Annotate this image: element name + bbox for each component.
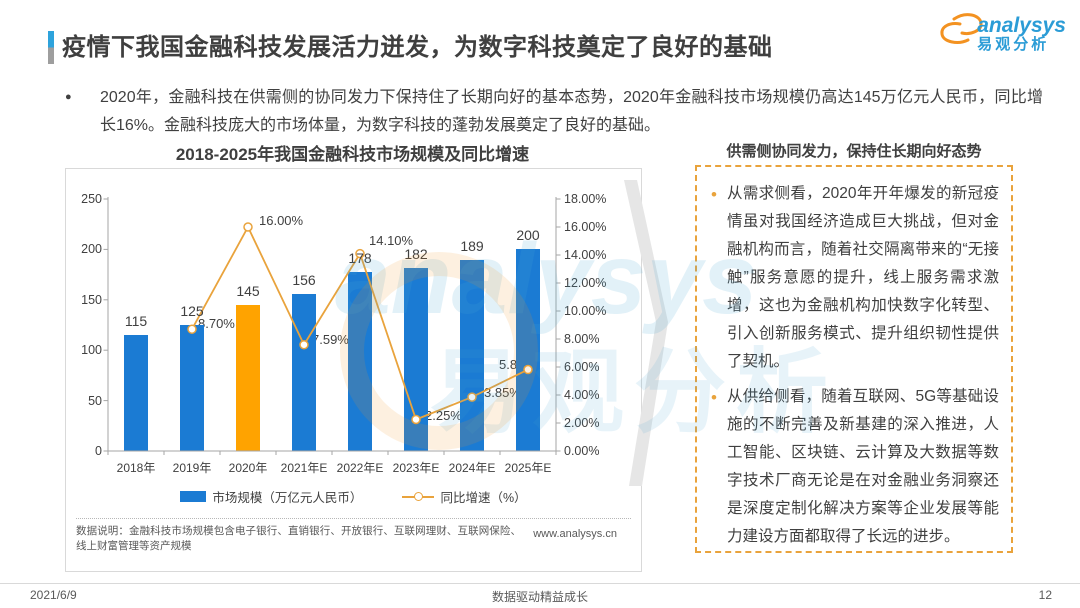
logo-chinese-name: 易观分析 xyxy=(977,36,1050,53)
title-accent-bar xyxy=(48,31,54,64)
side-panel-bullet-supply: • 从供给侧看，随着互联网、5G等基础设施的不断完善及新基建的深入推进，人工智能… xyxy=(705,383,999,551)
bar-value-label: 145 xyxy=(236,282,260,299)
analysys-logo: analysys 易观分析 xyxy=(939,10,1066,54)
side-panel-bullet-text: 从需求侧看，2020年开年爆发的新冠疫情虽对我国经济造成巨大挑战，但对金融机构而… xyxy=(727,185,999,370)
bar-value-label: 156 xyxy=(292,271,316,288)
bar-2020年 xyxy=(236,304,260,451)
right-axis-tick-label: 18.00% xyxy=(564,192,607,206)
x-axis-category-label: 2021年E xyxy=(280,461,328,475)
right-axis-tick-label: 4.00% xyxy=(564,388,600,402)
left-axis-tick-label: 200 xyxy=(81,242,102,257)
x-axis-category-label: 2020年 xyxy=(228,461,268,475)
x-axis-category-label: 2023年E xyxy=(392,461,440,475)
right-axis-tick-label: 6.00% xyxy=(564,360,600,374)
left-axis-tick-label: 150 xyxy=(81,292,102,307)
side-panel-title: 供需侧协同发力，保持住长期向好态势 xyxy=(726,143,982,160)
growth-rate-label: 16.00% xyxy=(259,213,304,228)
left-axis-tick-label: 250 xyxy=(81,192,102,206)
x-axis-category-label: 2024年E xyxy=(448,461,496,475)
bar-value-label: 189 xyxy=(460,238,484,255)
growth-rate-label: 7.59% xyxy=(312,331,349,347)
x-axis-category-label: 2019年 xyxy=(172,461,212,475)
x-axis-category-label: 2025年E xyxy=(504,461,552,475)
chart-note-row: 数据说明：金融科技市场规模包含电子银行、直销银行、开放银行、互联网理财、互联网保… xyxy=(76,518,631,554)
flow-arrow-icon xyxy=(624,180,668,486)
bar-2025年E xyxy=(516,249,540,451)
chart-data-note: 数据说明：金融科技市场规模包含电子银行、直销银行、开放银行、互联网理财、互联网保… xyxy=(76,525,521,552)
legend-item-line: 同比增速（%） xyxy=(402,487,527,506)
right-axis-tick-label: 10.00% xyxy=(564,304,607,318)
panel-bullet-icon: • xyxy=(711,185,717,204)
intro-section: ● 2020年，金融科技在供需侧的协同发力下保持住了长期向好的基本态势，2020… xyxy=(63,84,1043,140)
panel-bullet-icon: • xyxy=(711,388,717,407)
bullet-icon: ● xyxy=(65,91,72,103)
bar-2023年E xyxy=(404,267,428,451)
left-axis-tick-label: 50 xyxy=(88,393,102,408)
left-axis-tick-label: 100 xyxy=(81,343,102,358)
page-title: 疫情下我国金融科技发展活力迸发，为数字科技奠定了良好的基础 xyxy=(62,34,773,61)
bar-value-label: 115 xyxy=(124,313,148,330)
bar-value-label: 125 xyxy=(180,303,204,319)
chart-title: 2018-2025年我国金融科技市场规模及同比增速 xyxy=(175,145,530,164)
x-axis-category-label: 2018年 xyxy=(116,461,156,475)
side-panel: • 从需求侧看，2020年开年爆发的新冠疫情虽对我国经济造成巨大挑战，但对金融机… xyxy=(695,165,1013,553)
bar-2022年E xyxy=(348,271,372,451)
right-axis-tick-label: 0.00% xyxy=(564,444,600,458)
legend-line-swatch-icon xyxy=(402,492,435,501)
logo-swirl-icon xyxy=(940,13,983,44)
x-axis-category-label: 2022年E xyxy=(336,461,384,475)
right-axis-tick-label: 8.00% xyxy=(564,332,600,346)
side-panel-bullet-demand: • 从需求侧看，2020年开年爆发的新冠疫情虽对我国经济造成巨大挑战，但对金融机… xyxy=(705,180,999,376)
growth-rate-label: 2.25% xyxy=(425,407,462,423)
left-axis-tick-label: 0 xyxy=(95,444,102,458)
right-axis-tick-label: 14.00% xyxy=(564,248,607,262)
chart-plot-area: 市场规模（万亿元人民币） 同比增速（%） 数据说明：金融科技市场规模包含电子银行… xyxy=(66,169,641,571)
right-axis-tick-label: 16.00% xyxy=(564,220,607,234)
bar-value-label: 200 xyxy=(516,227,540,244)
right-axis-tick-label: 2.00% xyxy=(564,416,600,430)
bar-2021年E xyxy=(292,293,316,451)
footer-date: 2021/6/9 xyxy=(30,588,77,602)
legend-item-bar: 市场规模（万亿元人民币） xyxy=(180,487,362,506)
bar-2024年E xyxy=(460,260,484,451)
side-panel-bullet-text: 从供给侧看，随着互联网、5G等基础设施的不断完善及新基建的深入推进，人工智能、区… xyxy=(727,388,999,545)
chart-legend: 市场规模（万亿元人民币） 同比增速（%） xyxy=(66,487,641,506)
bar-2019年 xyxy=(180,325,204,451)
legend-line-label: 同比增速（%） xyxy=(440,491,527,505)
source-url: www.analysys.cn xyxy=(533,528,617,540)
bar-value-label: 182 xyxy=(404,245,428,262)
footer-page-number: 12 xyxy=(1038,588,1052,602)
logo-text: analysys 易观分析 xyxy=(977,14,1066,54)
legend-bar-label: 市场规模（万亿元人民币） xyxy=(212,491,363,505)
right-axis-tick-label: 12.00% xyxy=(564,276,607,290)
footer-divider xyxy=(0,583,1080,584)
bar-value-label: 178 xyxy=(348,249,372,266)
legend-bar-swatch-icon xyxy=(180,491,207,502)
logo-wordmark: analysys xyxy=(977,14,1066,37)
intro-text: 2020年，金融科技在供需侧的协同发力下保持住了长期向好的基本态势，2020年金… xyxy=(100,89,1043,134)
chart: 市场规模（万亿元人民币） 同比增速（%） 数据说明：金融科技市场规模包含电子银行… xyxy=(65,168,642,572)
bar-2018年 xyxy=(124,335,148,451)
footer-slogan: 数据驱动精益成长 xyxy=(491,590,588,604)
